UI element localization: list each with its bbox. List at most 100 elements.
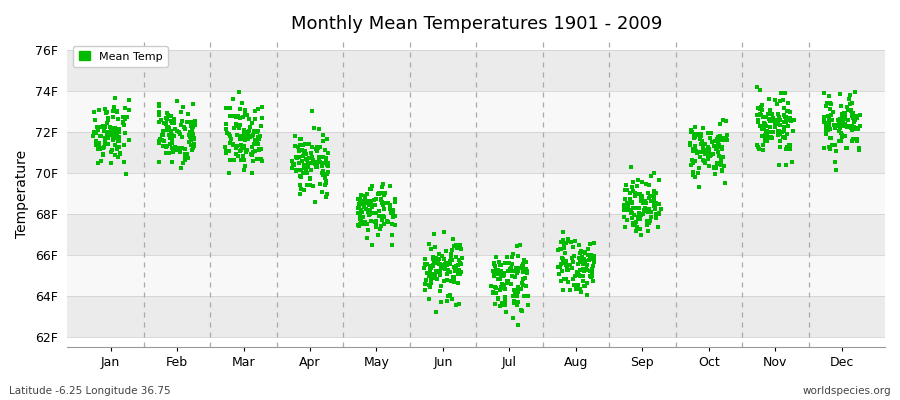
Point xyxy=(162,135,176,141)
Point xyxy=(685,157,699,164)
Point xyxy=(173,148,187,155)
Point xyxy=(179,119,194,126)
Point xyxy=(833,103,848,109)
Point xyxy=(513,264,527,271)
Point xyxy=(96,150,111,157)
Point xyxy=(364,186,378,192)
Point xyxy=(222,105,237,112)
Point xyxy=(237,156,251,163)
Point xyxy=(255,115,269,122)
Point xyxy=(447,278,462,285)
Text: Latitude -6.25 Longitude 36.75: Latitude -6.25 Longitude 36.75 xyxy=(9,386,171,396)
Point xyxy=(369,218,383,224)
Point xyxy=(848,89,862,95)
Point xyxy=(616,207,631,213)
Point xyxy=(420,261,435,267)
Point xyxy=(508,290,522,296)
Point xyxy=(310,161,324,168)
Point xyxy=(111,143,125,150)
Point xyxy=(504,268,518,274)
Point xyxy=(310,144,324,150)
Point xyxy=(376,213,391,219)
Point xyxy=(433,261,447,268)
Point xyxy=(439,262,454,268)
Point xyxy=(817,114,832,120)
Point xyxy=(618,182,633,188)
Point xyxy=(451,280,465,286)
Point xyxy=(151,112,166,118)
Point xyxy=(234,136,248,142)
Point xyxy=(446,274,460,280)
Point xyxy=(566,258,580,265)
Point xyxy=(783,109,797,115)
Point xyxy=(376,190,391,196)
Point xyxy=(352,200,366,207)
Point xyxy=(491,296,505,302)
Point xyxy=(489,285,503,292)
Point xyxy=(628,228,643,234)
Point xyxy=(628,220,643,226)
Point xyxy=(365,209,380,216)
Point xyxy=(107,104,122,110)
Point xyxy=(647,170,662,176)
Point xyxy=(236,144,250,150)
Point xyxy=(374,197,388,203)
Point xyxy=(226,96,240,102)
Point xyxy=(686,148,700,154)
Point xyxy=(843,107,858,113)
Point xyxy=(585,270,599,276)
Point xyxy=(238,137,252,143)
Point xyxy=(117,105,131,111)
Point xyxy=(819,124,833,130)
Point xyxy=(497,272,511,278)
Point xyxy=(367,202,382,208)
Point xyxy=(375,202,390,209)
Point xyxy=(714,135,728,141)
Point xyxy=(500,280,515,286)
Point xyxy=(572,255,586,261)
Point xyxy=(824,112,838,118)
Point xyxy=(157,138,171,144)
Point xyxy=(717,163,732,169)
Point xyxy=(248,107,262,114)
Point xyxy=(491,258,506,265)
Point xyxy=(305,144,320,150)
Point xyxy=(770,101,785,108)
Point xyxy=(641,208,655,215)
Point xyxy=(159,127,174,134)
Point xyxy=(120,114,134,120)
Point xyxy=(715,137,729,144)
Point xyxy=(88,128,103,135)
Point xyxy=(91,140,105,147)
Point xyxy=(823,126,837,132)
Point xyxy=(418,281,432,287)
Point xyxy=(87,129,102,136)
Point xyxy=(444,250,458,257)
Point xyxy=(163,140,177,147)
Point xyxy=(385,220,400,227)
Point xyxy=(303,167,318,174)
Point xyxy=(440,271,454,277)
Point xyxy=(709,146,724,152)
Point xyxy=(245,170,259,176)
Point xyxy=(232,124,247,131)
Point xyxy=(444,252,458,258)
Point xyxy=(580,279,595,286)
Point xyxy=(237,130,251,136)
Point xyxy=(832,128,846,134)
Point xyxy=(776,134,790,140)
Point xyxy=(428,309,443,315)
Point xyxy=(576,283,590,290)
Point xyxy=(229,121,243,128)
Point xyxy=(369,223,383,230)
Point xyxy=(626,178,641,185)
Point xyxy=(388,196,402,202)
Point xyxy=(837,110,851,116)
Point xyxy=(98,136,112,142)
Point xyxy=(315,170,329,176)
Point xyxy=(816,118,831,125)
Point xyxy=(186,131,201,137)
Point xyxy=(388,222,402,228)
Point xyxy=(292,160,306,166)
Point xyxy=(250,138,265,144)
